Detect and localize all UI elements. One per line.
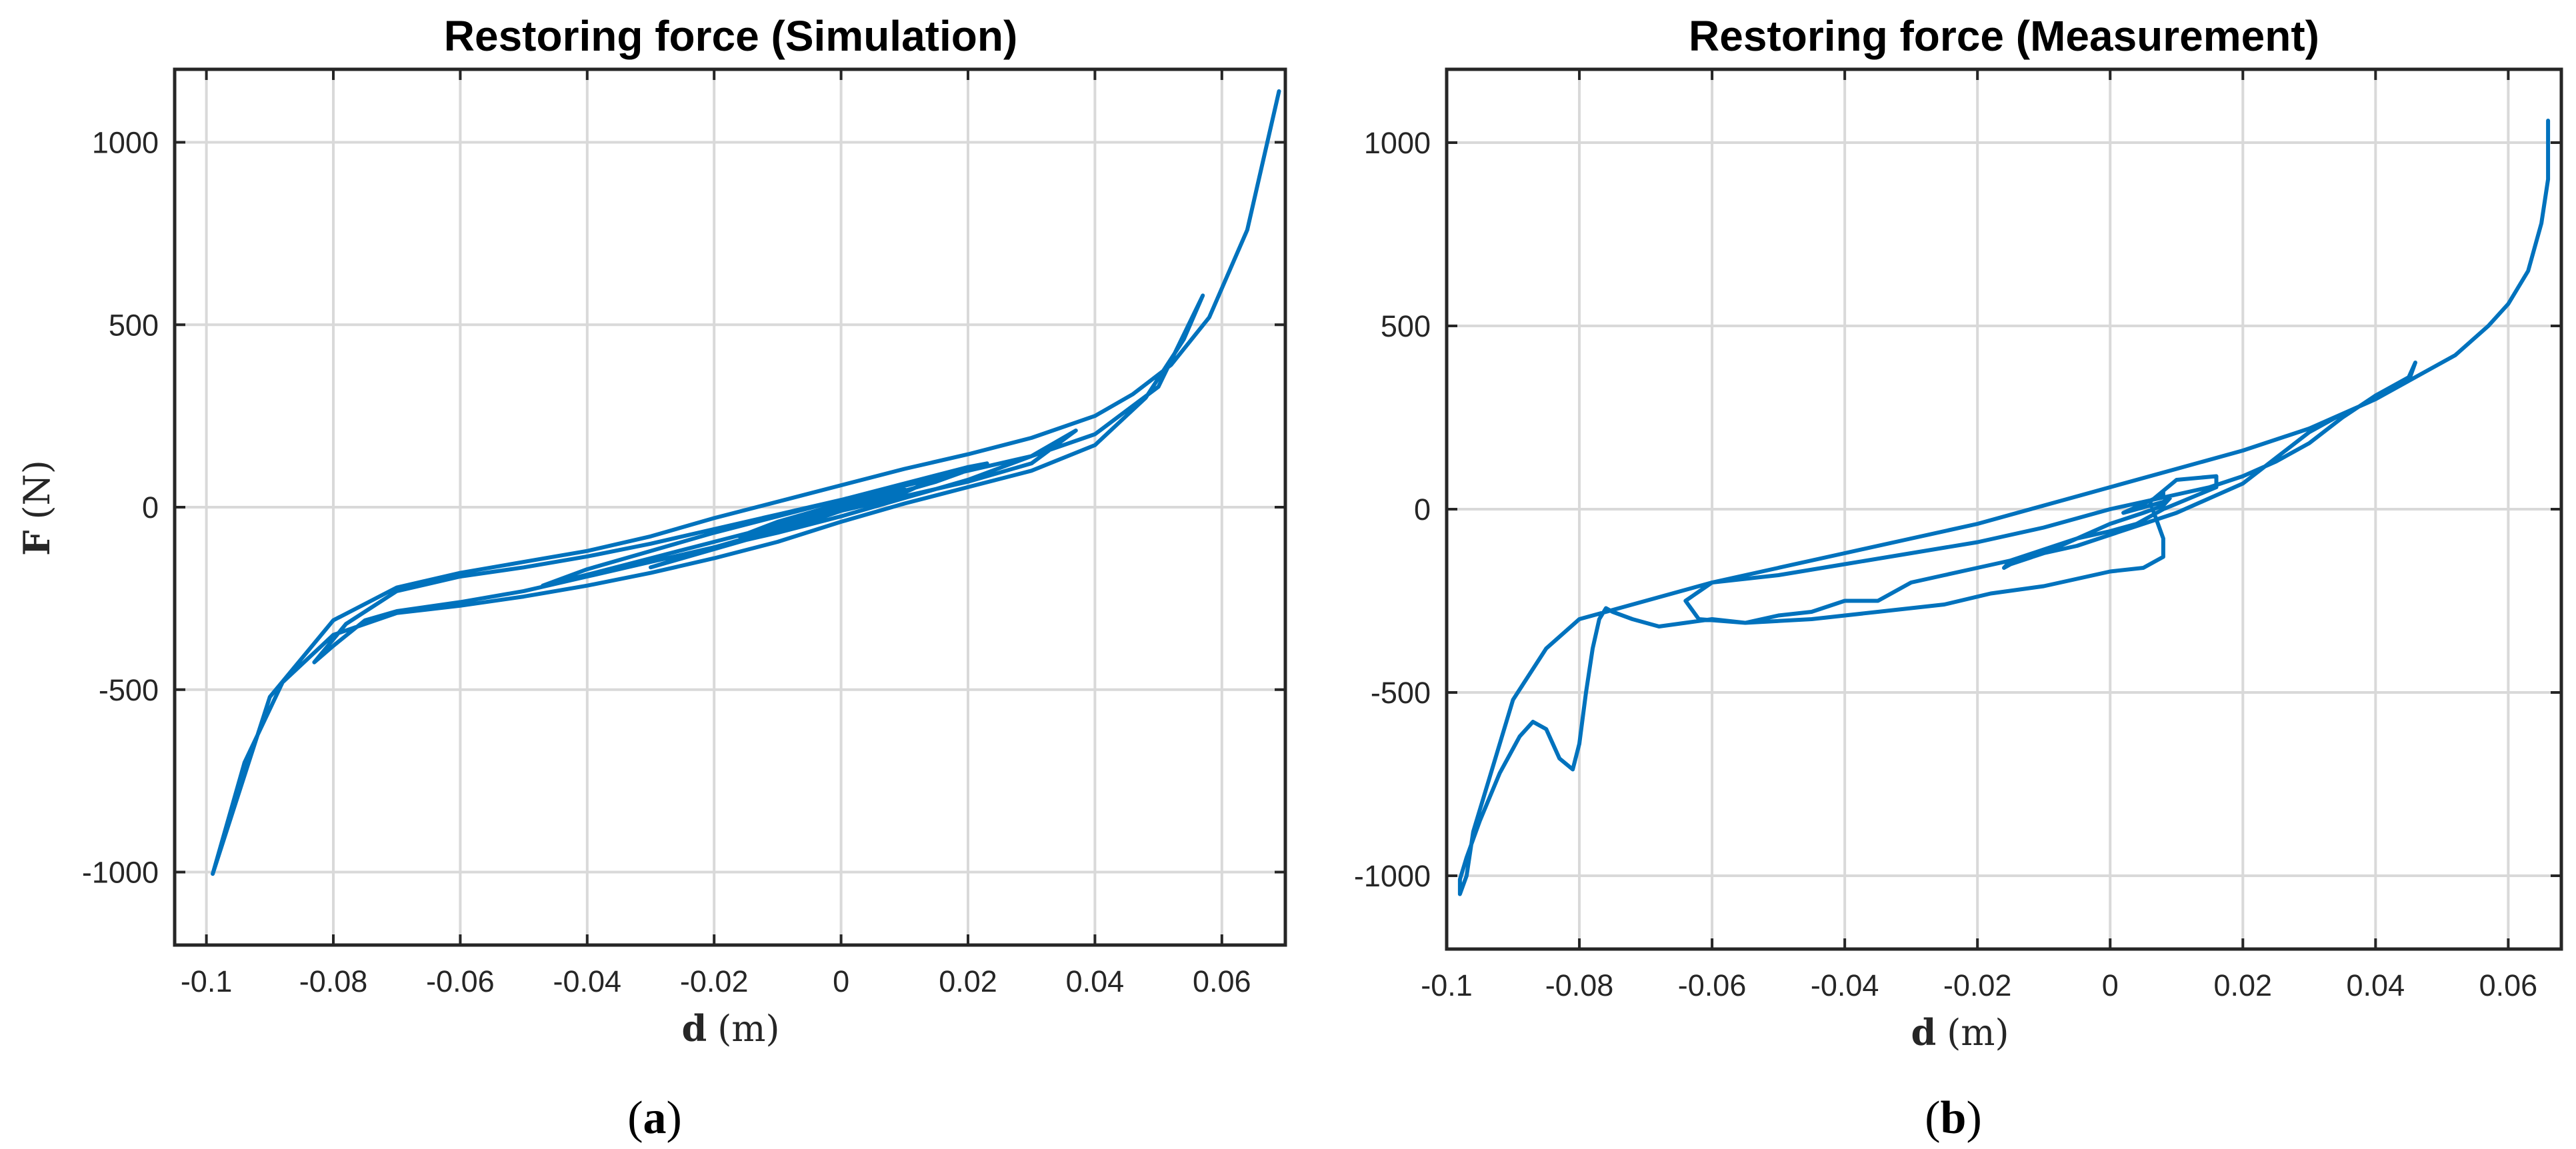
- series-line-measurement: [1457, 119, 2551, 896]
- x-tick-label: -0.02: [680, 964, 749, 998]
- x-tick-label: -0.02: [1943, 968, 2012, 1002]
- x-tick-label: 0.06: [2479, 968, 2538, 1002]
- chart-simulation: Restoring force (Simulation) -0.1 -0.08 -0…: [15, 12, 1287, 1144]
- y-tick-label: 1000: [92, 126, 159, 160]
- ticks-simulation: -0.1 -0.08 -0.06 -0.04 -0.02 0 0.02 0.04 0.06 -10…: [82, 69, 1285, 998]
- x-tick-label: -0.1: [181, 964, 233, 998]
- x-tick-label: -0.06: [426, 964, 495, 998]
- panel-label-b: (b): [1925, 1092, 1982, 1144]
- x-axis-unit-measurement: (m): [1947, 1012, 2009, 1054]
- y-tick-label: 1000: [1364, 126, 1431, 160]
- x-tick-label: 0.04: [1066, 964, 1125, 998]
- chart-title-simulation: Restoring force (Simulation): [444, 12, 1018, 60]
- y-tick-label: 500: [1381, 309, 1431, 343]
- y-tick-label: -500: [1371, 676, 1431, 710]
- grid-simulation: [175, 69, 1285, 945]
- panel-label-a: (a): [627, 1092, 682, 1144]
- y-tick-label: 500: [109, 308, 159, 342]
- x-axis-label-simulation: d (m): [681, 1007, 779, 1050]
- chart-measurement: Restoring force (Measurement) -0.1 -0.08-…: [1354, 12, 2563, 1144]
- y-tick-label: 0: [142, 491, 159, 525]
- y-tick-label: 0: [1414, 493, 1431, 527]
- y-axis-label-simulation: F (N): [15, 460, 58, 556]
- x-tick-label: 0.06: [1193, 964, 1251, 998]
- y-axis-symbol-simulation: F: [15, 531, 58, 556]
- x-tick-label: -0.06: [1678, 968, 1747, 1002]
- grid-measurement: [1445, 69, 2561, 949]
- x-tick-label: -0.1: [1421, 968, 1473, 1002]
- chart-title-measurement: Restoring force (Measurement): [1689, 12, 2319, 60]
- x-tick-label: 0.02: [2213, 968, 2272, 1002]
- ticks-measurement: -0.1 -0.08 -0.06 -0.04 -0.02 0 0.02 0.04 0.06 -10…: [1354, 69, 2561, 1002]
- panel-letter-a: a: [643, 1092, 667, 1144]
- x-tick-label: -0.08: [299, 964, 368, 998]
- y-tick-label: -1000: [82, 856, 159, 890]
- x-tick-label: 0: [2102, 968, 2119, 1002]
- series-line-simulation: [211, 89, 1281, 876]
- y-tick-label: -1000: [1354, 859, 1431, 893]
- x-axis-unit-simulation: (m): [717, 1008, 779, 1050]
- x-tick-label: -0.04: [1811, 968, 1879, 1002]
- y-axis-unit-simulation: (N): [16, 460, 58, 519]
- x-tick-label: -0.08: [1545, 968, 1614, 1002]
- x-tick-label: -0.04: [553, 964, 622, 998]
- x-axis-symbol-simulation: d: [681, 1007, 707, 1050]
- panel-letter-b: b: [1941, 1092, 1967, 1144]
- x-axis-label-measurement: d (m): [1911, 1011, 2009, 1054]
- y-tick-label: -500: [99, 673, 159, 707]
- x-axis-symbol-measurement: d: [1911, 1011, 1936, 1054]
- x-tick-label: 0.04: [2347, 968, 2405, 1002]
- x-tick-label: 0: [833, 964, 849, 998]
- x-tick-label: 0.02: [939, 964, 997, 998]
